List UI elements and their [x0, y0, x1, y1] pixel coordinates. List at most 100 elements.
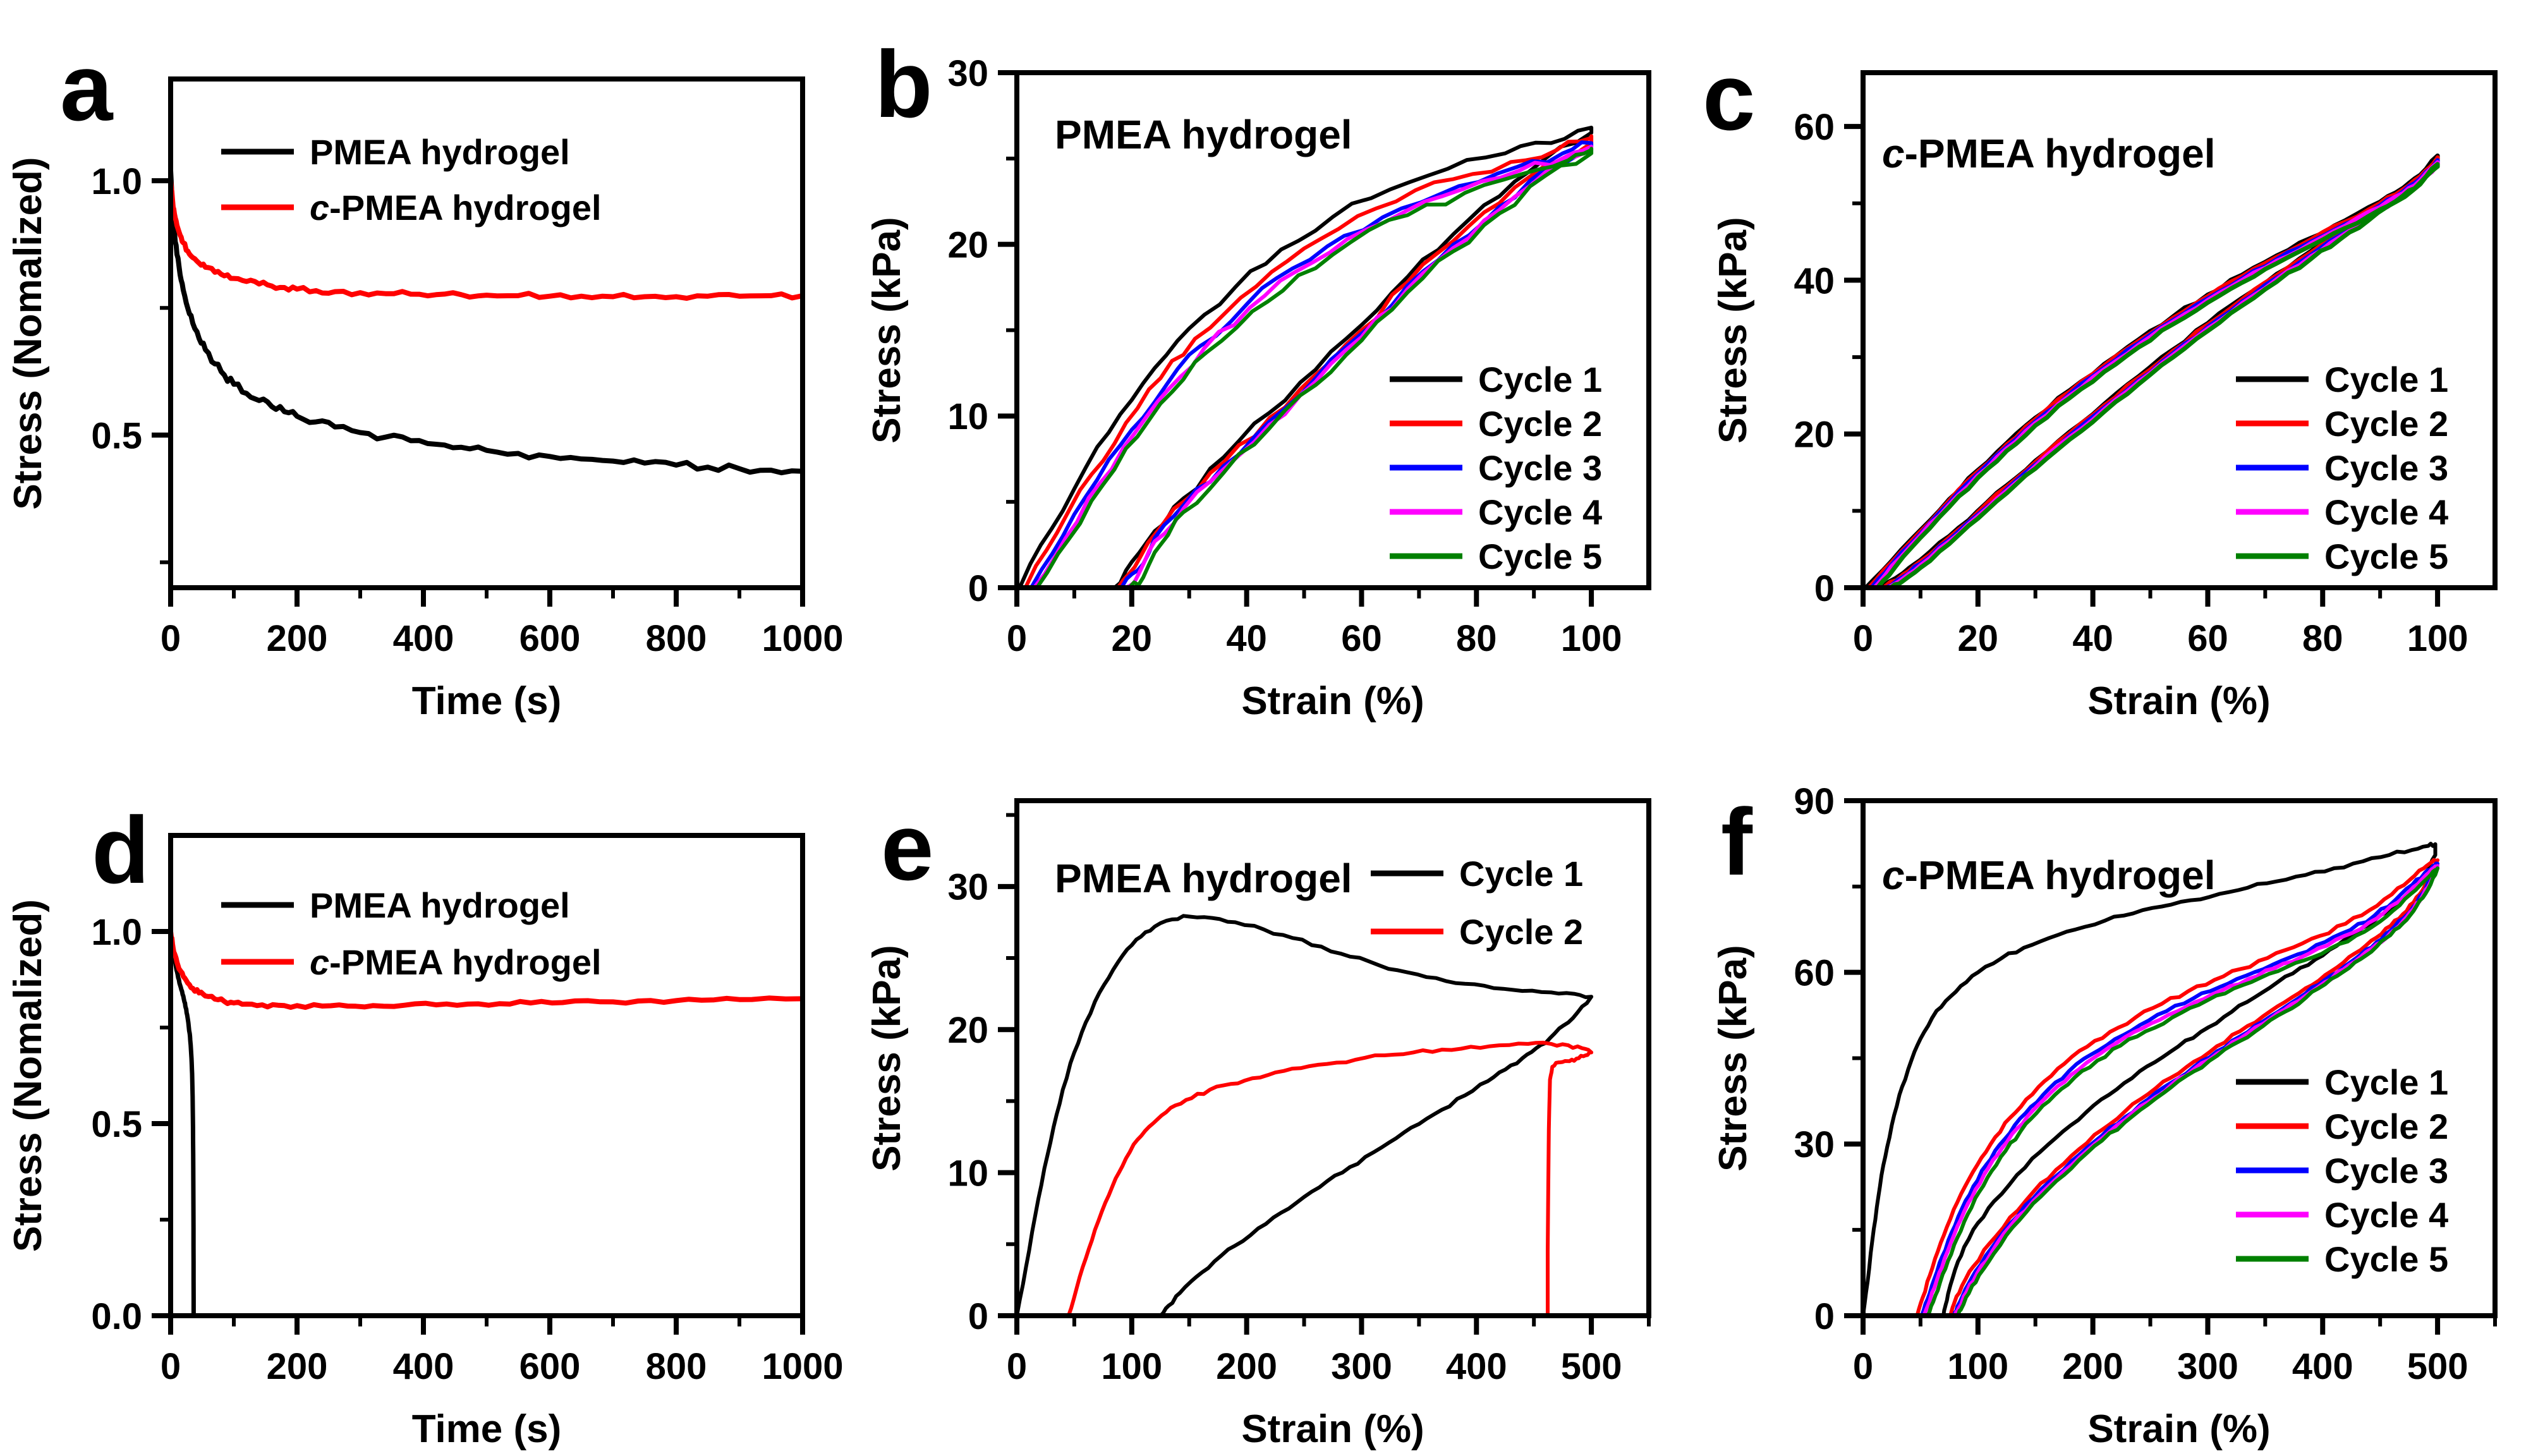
x-axis-title: Strain (%) — [2087, 679, 2270, 723]
y-tick-label: 30 — [947, 53, 988, 94]
series-group — [1864, 153, 2440, 590]
x-tick-label: 60 — [2187, 618, 2228, 659]
y-tick-label: 0.0 — [91, 1296, 142, 1337]
legend-label-cycle-4: Cycle 4 — [2324, 1195, 2448, 1235]
panel-c: 0 20 40 60 80 100 0 20 40 60 Strain (%) Stress (kPa… — [1703, 44, 2498, 723]
x-tick-label: 600 — [519, 1346, 581, 1387]
y-tick-label: 0.5 — [91, 1104, 142, 1145]
legend-label-cycle-2: Cycle 2 — [2324, 1107, 2448, 1146]
x-tick-label: 20 — [1112, 618, 1153, 659]
x-tick-label: 800 — [646, 1346, 707, 1387]
x-tick-label: 100 — [2407, 618, 2468, 659]
plot-frame — [1014, 798, 1651, 1318]
y-tick-label: 30 — [1794, 1124, 1835, 1165]
legend-label-cycle-5: Cycle 5 — [1478, 537, 1602, 576]
legend-label-cycle-1: Cycle 1 — [2324, 360, 2448, 399]
series-c-pmea-hydrogel — [168, 178, 805, 301]
x-tick-label: 500 — [2407, 1346, 2468, 1387]
panel-letter-d: d — [92, 797, 150, 903]
series-cycle-5 — [1035, 147, 1594, 590]
series-cycle-2 — [1915, 858, 2440, 1318]
x-tick-label: 1000 — [762, 1346, 843, 1387]
panel-a: 0 200 400 600 800 1000 0.5 1.0 Time (s) Stress (N… — [6, 34, 844, 723]
legend-label-cycle-2: Cycle 2 — [1459, 912, 1583, 952]
legend-label-cycle-2: Cycle 2 — [2324, 404, 2448, 444]
x-tick-label: 40 — [2072, 618, 2113, 659]
panel-d: 0 200 400 600 800 1000 0.0 0.5 1.0 Time (s) Stress… — [6, 797, 844, 1451]
series-group — [1017, 125, 1594, 590]
x-tick-label: 400 — [1446, 1346, 1507, 1387]
series-pmea-hydrogel — [168, 167, 805, 476]
x-axis-title: Strain (%) — [1241, 679, 1424, 723]
y-tick-label: 20 — [947, 1010, 988, 1051]
series-group — [168, 167, 805, 476]
series-group — [1861, 842, 2440, 1318]
x-tick-label: 80 — [1456, 618, 1497, 659]
legend-label-pmea-hydrogel: PMEA hydrogel — [310, 132, 570, 172]
y-axis-title: Stress (kPa) — [1711, 945, 1755, 1171]
x-tick-label: 20 — [1958, 618, 1999, 659]
x-tick-label: 200 — [267, 1346, 328, 1387]
x-axis-title: Time (s) — [412, 1407, 562, 1451]
legend-label-cycle-4: Cycle 4 — [2324, 492, 2448, 532]
y-tick-label: 0 — [968, 1296, 988, 1337]
y-tick-label: 0 — [1814, 1296, 1835, 1337]
x-tick-label: 0 — [1007, 1346, 1027, 1387]
x-tick-label: 0 — [161, 618, 181, 659]
panel-f: 0 100 200 300 400 500 0 30 60 90 Strain (%) Stress … — [1711, 781, 2498, 1451]
y-tick-label: 90 — [1794, 781, 1835, 822]
series-cycle-1 — [1861, 842, 2438, 1318]
x-tick-label: 200 — [2062, 1346, 2123, 1387]
x-tick-label: 100 — [1561, 618, 1622, 659]
panel-title: PMEA hydrogel — [1055, 856, 1352, 901]
x-tick-label: 100 — [1947, 1346, 2008, 1387]
plot-frame — [1861, 70, 2498, 590]
legend-label-cycle-1: Cycle 1 — [1459, 854, 1583, 894]
legend-label-cycle-4: Cycle 4 — [1478, 492, 1602, 532]
series-cycle-1 — [1017, 125, 1594, 590]
legend-label-cycle-5: Cycle 5 — [2324, 537, 2448, 576]
x-tick-label: 400 — [2292, 1346, 2353, 1387]
x-tick-label: 0 — [1853, 1346, 1873, 1387]
series-c-pmea-hydrogel — [168, 929, 805, 1010]
y-axis-title: Stress (Nomalized) — [6, 899, 50, 1252]
y-tick-label: 0 — [968, 568, 988, 609]
panel-letter-c: c — [1703, 44, 1755, 150]
panel-title: c-PMEA hydrogel — [1882, 131, 2215, 176]
series-cycle-2 — [1066, 1040, 1594, 1318]
y-tick-label: 20 — [1794, 415, 1835, 456]
panel-letter-a: a — [60, 34, 114, 140]
series-cycle-1 — [1015, 914, 1594, 1318]
y-tick-label: 30 — [947, 867, 988, 908]
x-tick-label: 300 — [1331, 1346, 1392, 1387]
y-tick-label: 0.5 — [91, 415, 142, 456]
y-tick-label: 40 — [1794, 260, 1835, 301]
series-cycle-4 — [1922, 864, 2440, 1318]
x-axis-title: Strain (%) — [2087, 1407, 2270, 1451]
x-tick-label: 0 — [161, 1346, 181, 1387]
x-tick-label: 800 — [646, 618, 707, 659]
y-tick-label: 20 — [947, 225, 988, 266]
legend-label-cycle-1: Cycle 1 — [1478, 360, 1602, 399]
y-axis-title: Stress (Nomalized) — [6, 157, 50, 509]
y-tick-label: 60 — [1794, 107, 1835, 148]
panel-e: 0 100 200 300 400 500 0 10 20 30 Strain (%) Stress … — [865, 794, 1651, 1451]
y-axis-title: Stress (kPa) — [1711, 217, 1755, 443]
legend-label-c-pmea-hydrogel: c-PMEA hydrogel — [310, 942, 602, 982]
legend-label-c-pmea-hydrogel: c-PMEA hydrogel — [310, 188, 602, 228]
y-tick-label: 10 — [947, 1153, 988, 1194]
series-cycle-5 — [1875, 162, 2440, 590]
panel-letter-f: f — [1721, 789, 1753, 895]
series-cycle-5 — [1925, 866, 2440, 1318]
x-tick-label: 80 — [2302, 618, 2343, 659]
panel-title: c-PMEA hydrogel — [1882, 852, 2215, 898]
x-tick-label: 400 — [393, 1346, 454, 1387]
x-tick-label: 300 — [2177, 1346, 2238, 1387]
y-tick-label: 10 — [947, 396, 988, 437]
x-tick-label: 1000 — [762, 618, 843, 659]
x-tick-label: 0 — [1853, 618, 1873, 659]
panel-b: 0 20 40 60 80 100 0 10 20 30 Strain (%) Stress (kPa… — [865, 31, 1651, 723]
x-axis-title: Time (s) — [412, 679, 562, 723]
x-tick-label: 600 — [519, 618, 581, 659]
